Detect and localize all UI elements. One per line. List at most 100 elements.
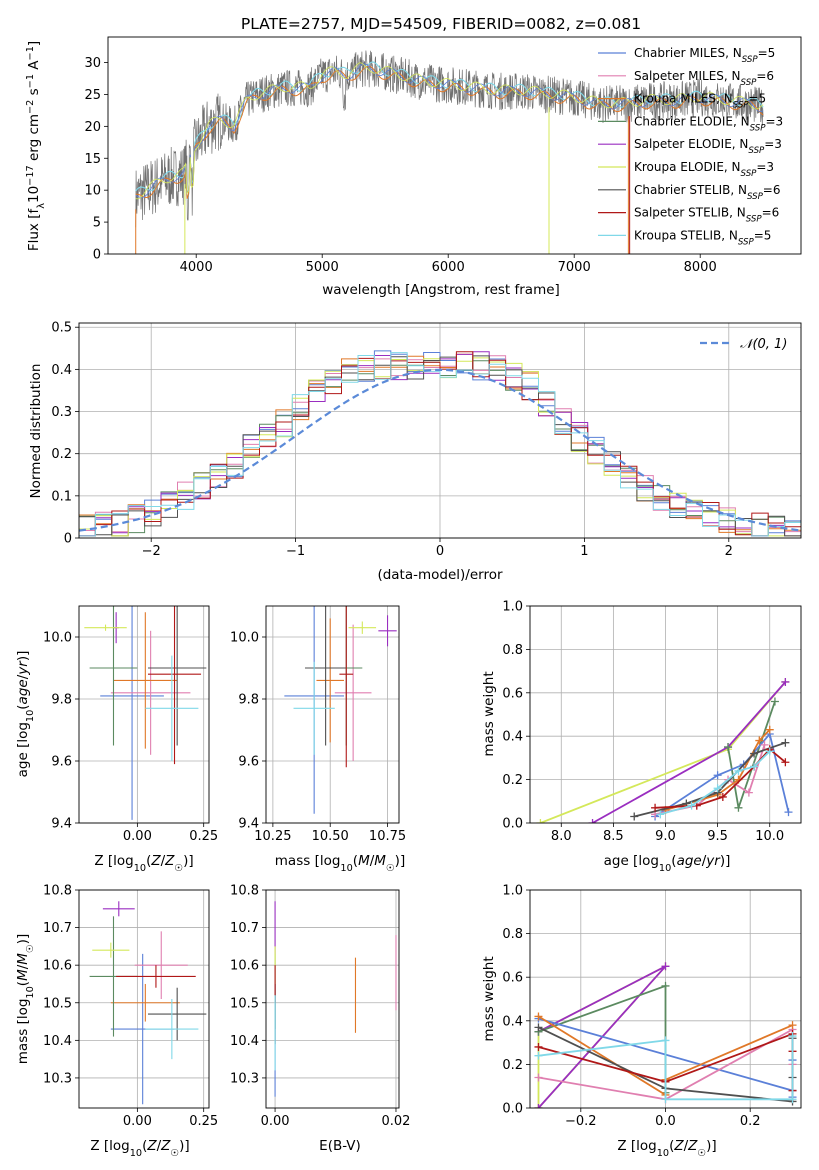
weight-marker [781,738,790,747]
axes-frame [78,322,802,539]
y-tick-label: 0.2 [502,773,523,788]
x-tick-label: 0.02 [382,1114,411,1129]
mass-weight-vs-Z-plot [534,962,797,1108]
weight-marker [750,762,759,771]
weight-marker [534,1042,543,1051]
x-tick-label: −1 [286,544,305,559]
x-tick-label: 0.25 [189,829,218,844]
x-tick-label: −0.2 [565,1114,597,1129]
legend-entry: Kroupa ELODIE, NSSP=3 [634,160,774,179]
x-axis-label: Z [log10(Z/Z☉)] [94,853,193,874]
y-tick-label: 0.3 [51,405,72,420]
weight-marker [718,792,727,801]
x-tick-label: 1 [580,544,588,559]
mass-vs-EBV-plot [274,901,397,1097]
y-tick-label: 0 [93,248,101,263]
weight-marker [724,743,733,752]
weight-marker [788,1032,797,1041]
weight-marker [661,962,670,971]
age-vs-mass-axes: 10.25 10.50 10.75 9.4 9.6 9.8 10.0 [230,605,406,844]
spectrum-model [135,65,764,200]
weight-marker [788,1095,797,1104]
spectrum-data [135,50,764,228]
y-tick-label: 10.4 [230,1034,259,1049]
weight-marker [755,736,764,745]
x-axis-label: E(B-V) [319,1138,361,1154]
x-tick-label: 0.00 [261,1114,290,1129]
y-axis-label: mass [log10(M/M☉)] [15,934,36,1064]
weight-marker [765,747,774,756]
y-tick-label: 0.8 [502,643,523,658]
axes-frame [107,36,802,255]
axes-frame [265,605,400,824]
y-tick-label: 10.7 [230,921,259,936]
y-tick-label: 10.0 [43,631,72,646]
legend: 𝒩(0, 1) [700,337,787,352]
x-axis-label: Z [log10(Z/Z☉)] [617,1138,716,1159]
y-tick-label: 0.5 [51,321,72,336]
x-axis-label: mass [log10(M/M☉)] [275,853,405,874]
y-tick-label: 10.4 [43,1034,72,1049]
x-tick-label: 10.0 [755,829,784,844]
x-axis-label: Z [log10(Z/Z☉)] [90,1138,189,1159]
weight-marker [713,784,722,793]
mass-weight-vs-Z-axes: −0.2 0.0 0.2 0.0 0.2 0.4 0.6 0.8 1.0 [502,884,802,1129]
y-tick-label: 1.0 [502,884,523,899]
x-axis-label: (data-model)/error [377,567,503,583]
x-tick-label: 10.25 [254,829,291,844]
weight-marker [734,766,743,775]
weight-marker [770,697,779,706]
weight-marker [534,1051,543,1060]
weight-marker [750,749,759,758]
y-tick-label: 10.7 [43,921,72,936]
y-tick-label: 0.6 [502,686,523,701]
weight-marker [661,981,670,990]
y-tick-label: 10.0 [230,631,259,646]
weight-marker [713,771,722,780]
weight-marker [630,812,639,821]
x-tick-label: 7000 [558,260,591,275]
axes-frame [529,889,802,1109]
residuals-axes: −2 −1 0 1 2 0 0.1 0.2 0.3 0.4 0.5 [51,321,802,559]
y-tick-label: 9.4 [238,817,259,832]
y-tick-label: 9.4 [51,817,72,832]
y-tick-label: 10.6 [230,959,259,974]
weight-line [540,681,787,823]
y-axis-label: age [log10(age/yr)] [15,651,36,778]
weight-marker [588,819,597,823]
spectrum-plot [135,50,764,254]
x-tick-label: 0 [436,544,444,559]
legend-entry: Chabrier MILES, NSSP=5 [634,46,775,65]
legend-entry: Kroupa STELIB, NSSP=5 [634,228,771,247]
weight-marker [687,801,696,810]
y-tick-label: 0.0 [502,1102,523,1117]
weight-marker [661,1036,670,1045]
legend-entry: Salpeter ELODIE, NSSP=3 [634,137,782,156]
y-tick-label: 10 [84,184,101,199]
y-tick-label: 0.2 [51,447,72,462]
legend-entry: Salpeter MILES, NSSP=6 [634,69,774,88]
y-tick-label: 30 [84,56,101,71]
weight-line [655,747,786,809]
y-axis-label: Normed distribution [28,364,44,499]
y-tick-label: 10.8 [43,884,72,899]
spectrum-axes: 4000 5000 6000 7000 8000 0 5 10 15 20 25 30 [84,36,802,275]
x-tick-label: 5000 [306,260,339,275]
weight-marker [651,803,660,812]
mass-vs-EBV-axes: 0.00 0.02 10.3 10.4 10.5 10.6 10.7 10.8 [230,884,410,1130]
spectrum-model [135,62,764,200]
x-tick-label: 10.75 [369,829,406,844]
legend-entry: Salpeter STELIB, NSSP=6 [634,206,779,225]
axes-frame [78,605,210,824]
weight-marker [534,1104,543,1108]
y-tick-label: 10.6 [43,959,72,974]
weight-marker [656,810,665,819]
y-tick-label: 0.1 [51,489,72,504]
y-tick-label: 20 [84,120,101,135]
y-tick-label: 0.2 [502,1058,523,1073]
x-tick-label: 0.0 [655,1114,676,1129]
age-vs-mass-plot [284,606,397,814]
x-tick-label: 2 [725,544,733,559]
y-tick-label: 0.4 [502,730,523,745]
